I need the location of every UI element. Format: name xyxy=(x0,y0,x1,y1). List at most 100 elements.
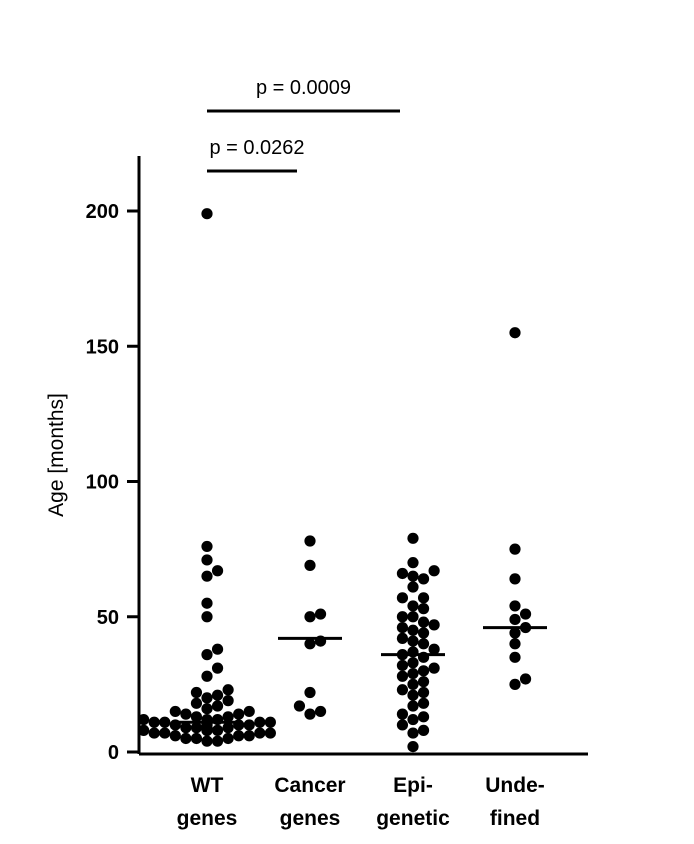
data-point xyxy=(417,724,430,736)
category-label-line2: genes xyxy=(177,807,238,830)
p-value-label: p = 0.0262 xyxy=(209,137,304,159)
category-label-line1: Cancer xyxy=(274,774,345,797)
data-point xyxy=(180,722,192,734)
data-point xyxy=(201,208,213,220)
data-point xyxy=(190,722,203,734)
data-point xyxy=(407,689,419,701)
y-tick-label: 150 xyxy=(86,336,119,358)
data-point xyxy=(201,692,213,704)
data-point xyxy=(509,573,521,585)
data-point xyxy=(417,686,430,699)
y-axis-ticks: 0 50 100 150 200 xyxy=(86,201,139,764)
data-point xyxy=(211,565,224,577)
data-point xyxy=(428,643,440,655)
data-point xyxy=(407,657,419,669)
data-point xyxy=(201,554,213,566)
data-point xyxy=(396,719,409,731)
data-point xyxy=(190,697,203,709)
data-point xyxy=(428,662,440,674)
significance-annotations: p = 0.0009 p = 0.0262 xyxy=(207,77,400,173)
data-point xyxy=(211,643,224,655)
data-point xyxy=(304,559,316,571)
data-point xyxy=(169,730,181,742)
data-point xyxy=(396,611,409,623)
data-point xyxy=(201,670,213,682)
data-point xyxy=(222,722,234,734)
data-point xyxy=(314,705,327,718)
data-point xyxy=(396,632,409,644)
data-point xyxy=(407,678,419,690)
data-point xyxy=(417,638,430,650)
y-tick-label: 100 xyxy=(86,472,119,494)
category-label-line1: Unde- xyxy=(485,774,545,797)
data-point xyxy=(169,705,181,718)
data-point xyxy=(509,678,521,690)
data-point xyxy=(264,716,276,728)
data-point xyxy=(407,624,419,636)
data-point xyxy=(417,676,430,688)
data-point xyxy=(233,730,245,742)
data-point xyxy=(407,713,419,726)
data-point xyxy=(519,673,532,685)
data-point xyxy=(396,592,409,604)
data-point xyxy=(138,724,150,736)
data-point xyxy=(509,651,521,663)
data-point xyxy=(407,635,419,647)
category-label-line1: Epi- xyxy=(393,774,433,797)
y-axis-title: Age [months] xyxy=(45,393,68,517)
y-tick-label: 200 xyxy=(86,201,119,223)
data-point xyxy=(254,716,266,728)
data-point xyxy=(417,603,430,615)
data-point xyxy=(243,730,255,742)
category-label-line1: WT xyxy=(191,774,224,797)
data-point xyxy=(211,700,224,712)
data-point xyxy=(396,708,409,720)
data-point xyxy=(201,570,213,582)
data-point xyxy=(201,597,213,609)
data-point xyxy=(509,600,521,612)
category-labels: WT genes Cancer genes Epi-genetic Unde-fined xyxy=(177,774,545,830)
data-point xyxy=(304,638,316,650)
data-point xyxy=(407,700,419,712)
data-point xyxy=(293,700,306,712)
data-point xyxy=(222,695,234,707)
data-point xyxy=(180,732,192,745)
data-point xyxy=(201,735,213,747)
data-point xyxy=(428,565,440,577)
category-label-line2: genetic xyxy=(376,807,450,830)
data-point xyxy=(201,611,213,623)
data-point xyxy=(417,665,430,677)
data-point xyxy=(211,735,224,747)
data-point xyxy=(417,711,430,723)
data-point xyxy=(396,670,409,682)
data-point xyxy=(159,727,171,739)
data-point xyxy=(201,703,213,715)
data-point xyxy=(407,611,419,623)
data-point xyxy=(396,684,409,696)
data-point xyxy=(417,573,430,585)
data-point xyxy=(428,619,440,631)
category-label-line2: fined xyxy=(490,807,540,830)
data-point xyxy=(222,732,234,745)
data-point xyxy=(254,727,266,739)
data-point xyxy=(407,600,419,612)
data-point xyxy=(509,613,521,626)
data-point xyxy=(417,592,430,604)
data-point xyxy=(222,711,234,723)
median-lines xyxy=(175,626,547,724)
data-point xyxy=(190,732,203,745)
data-point xyxy=(304,686,316,699)
data-point xyxy=(417,697,430,709)
data-point xyxy=(138,713,150,726)
data-point xyxy=(417,616,430,628)
data-points xyxy=(138,208,532,753)
data-point xyxy=(396,621,409,634)
data-point xyxy=(314,608,327,620)
data-point xyxy=(304,708,316,720)
data-point xyxy=(407,532,419,544)
data-point xyxy=(211,724,224,736)
data-point xyxy=(304,611,316,623)
data-point xyxy=(407,557,419,569)
y-tick-label: 0 xyxy=(108,742,119,764)
data-point xyxy=(233,708,245,720)
